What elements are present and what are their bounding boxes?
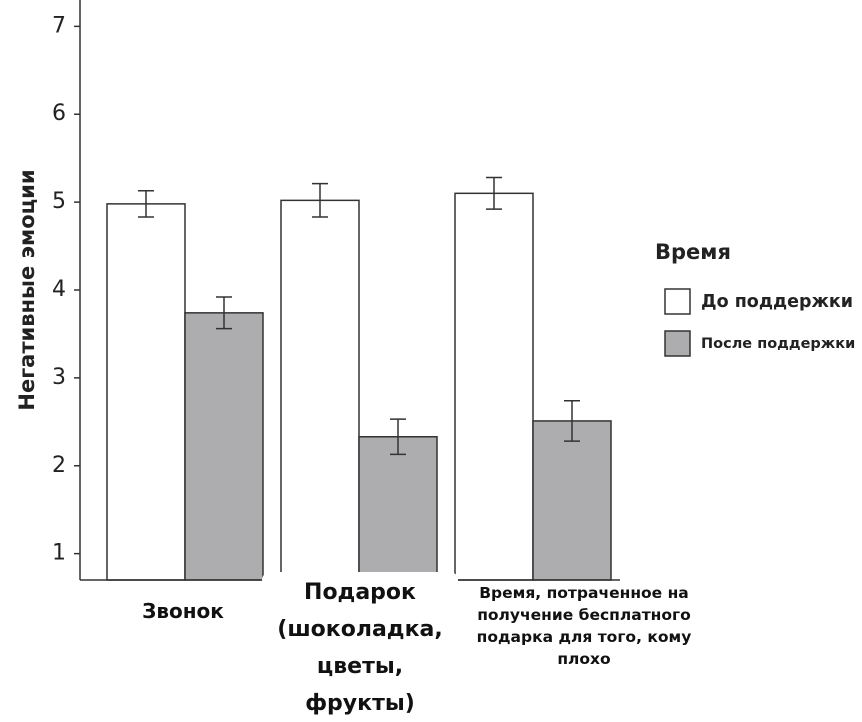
legend-label: После поддержки [701, 336, 855, 352]
legend-title: Время [655, 240, 731, 264]
y-tick-label: 2 [52, 453, 66, 478]
error-bar [564, 399, 580, 442]
y-tick-label: 7 [52, 13, 66, 38]
bar [454, 192, 534, 581]
bar [184, 312, 264, 581]
legend-label: До поддержки [701, 292, 853, 312]
y-tick-label: 3 [52, 365, 66, 390]
y-tick-label: 5 [52, 189, 66, 214]
y-tick-label: 1 [52, 541, 66, 566]
legend-swatch [664, 330, 691, 357]
x-tick-label: Подарок (шоколадка, цветы, фрукты) [262, 572, 458, 722]
error-bar [312, 182, 328, 218]
x-tick-label: Время, потраченное на получение бесплатн… [466, 582, 702, 670]
y-tick-label: 4 [52, 277, 66, 302]
error-bar [216, 296, 232, 330]
x-tick-label: Звонок [103, 598, 263, 624]
bar [358, 436, 438, 581]
bar [106, 203, 186, 581]
bar [280, 199, 360, 581]
error-bar [138, 189, 154, 218]
error-bar [390, 418, 406, 456]
bar [532, 420, 612, 581]
y-axis-label: Негативные эмоции [15, 169, 39, 410]
chart: Негативные эмоции Время 1 2 3 4 5 6 7 До поддер… [15, 0, 855, 581]
error-bar [486, 176, 502, 210]
legend-swatch [664, 288, 691, 315]
y-tick-label: 6 [52, 101, 66, 126]
page: {"chart_data": {"type": "bar", "y_label"… [15, 0, 856, 716]
